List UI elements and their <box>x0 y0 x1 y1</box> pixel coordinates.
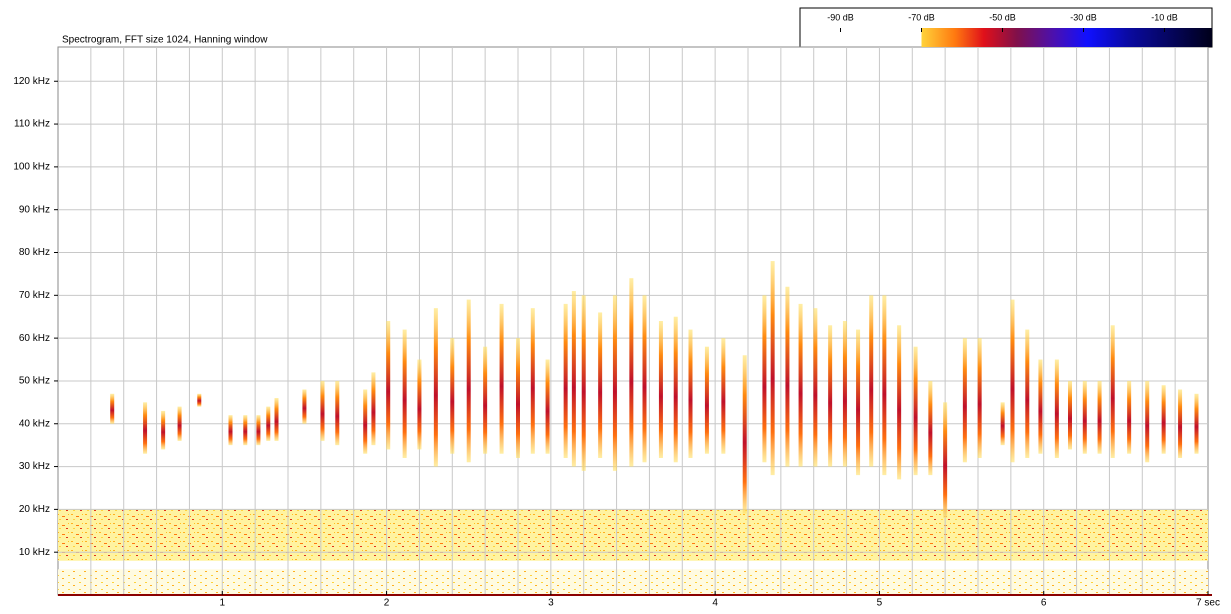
call <box>545 359 550 454</box>
call <box>1178 389 1183 458</box>
call <box>499 303 504 454</box>
call <box>417 359 422 450</box>
call <box>450 338 455 454</box>
call <box>704 346 709 454</box>
call <box>1025 329 1030 458</box>
call <box>688 329 693 458</box>
y-tick-label: 10 kHz <box>19 547 50 558</box>
call <box>897 325 902 480</box>
x-tick-label: 7 sec <box>1196 598 1220 609</box>
call <box>943 402 948 518</box>
x-tick-label: 6 <box>1041 598 1047 609</box>
call <box>386 321 391 450</box>
colorbar-tick-label: -30 dB <box>1070 12 1097 22</box>
call <box>243 415 248 446</box>
call <box>335 380 340 446</box>
call <box>1194 393 1199 454</box>
call <box>1097 380 1102 454</box>
x-tick-label: 5 <box>877 598 883 609</box>
call <box>742 355 747 514</box>
call <box>363 389 368 454</box>
call <box>813 308 818 467</box>
call <box>274 398 279 441</box>
call <box>770 261 775 476</box>
y-tick-label: 40 kHz <box>19 418 50 429</box>
y-tick-label: 90 kHz <box>19 204 50 215</box>
chart-title: Spectrogram, FFT size 1024, Hanning wind… <box>62 35 268 46</box>
call <box>1110 325 1115 458</box>
y-tick-label: 60 kHz <box>19 333 50 344</box>
x-tick-label: 4 <box>712 598 718 609</box>
call <box>785 286 790 467</box>
call <box>721 338 726 454</box>
call <box>1068 380 1072 450</box>
call <box>177 406 182 441</box>
call <box>228 415 233 446</box>
call <box>962 338 967 463</box>
call <box>530 308 535 454</box>
call <box>402 329 407 458</box>
x-tick-label: 1 <box>220 598 226 609</box>
y-tick-label: 70 kHz <box>19 290 50 301</box>
call <box>143 402 148 454</box>
call <box>483 346 488 454</box>
call <box>1145 380 1150 463</box>
call <box>161 410 166 450</box>
call <box>913 346 918 476</box>
noise-band <box>58 509 1208 561</box>
call <box>581 295 586 471</box>
call <box>828 325 833 467</box>
colorbar-tick-label: -70 dB <box>908 12 935 22</box>
call <box>433 308 438 467</box>
colorbar <box>921 28 1212 47</box>
call <box>563 303 568 458</box>
call <box>673 316 678 463</box>
call <box>977 338 982 458</box>
call <box>629 278 634 467</box>
y-tick-label: 100 kHz <box>13 162 50 173</box>
call <box>197 393 202 407</box>
y-tick-label: 30 kHz <box>19 461 50 472</box>
call <box>882 295 887 476</box>
call <box>598 312 603 458</box>
x-tick-label: 2 <box>384 598 390 609</box>
call <box>1038 359 1043 454</box>
call <box>762 295 767 463</box>
call <box>371 372 376 446</box>
y-tick-label: 120 kHz <box>13 76 50 87</box>
y-tick-label: 80 kHz <box>19 247 50 258</box>
call <box>642 295 647 463</box>
colorbar-tick-label: -10 dB <box>1151 12 1178 22</box>
y-tick-label: 50 kHz <box>19 376 50 387</box>
call <box>869 295 874 467</box>
colorbar-tick-label: -50 dB <box>989 12 1016 22</box>
call <box>856 329 861 476</box>
call <box>658 321 663 458</box>
call <box>928 380 933 476</box>
call <box>798 303 803 467</box>
call <box>842 321 847 467</box>
call <box>466 299 471 463</box>
call <box>516 338 520 458</box>
y-tick-label: 110 kHz <box>14 119 50 130</box>
noise-band <box>58 569 1208 595</box>
call <box>1010 299 1015 463</box>
call <box>302 389 307 424</box>
call <box>1127 380 1132 454</box>
call <box>612 295 617 471</box>
call <box>1000 402 1005 446</box>
call <box>571 291 576 467</box>
call <box>266 406 271 441</box>
call <box>110 393 115 424</box>
call <box>256 415 261 446</box>
call <box>1082 380 1087 454</box>
y-tick-label: 20 kHz <box>19 504 50 515</box>
call <box>1054 359 1059 458</box>
x-tick-label: 3 <box>548 598 554 609</box>
call <box>320 380 325 441</box>
call <box>1161 385 1166 454</box>
colorbar-tick-label: -90 dB <box>827 12 854 22</box>
